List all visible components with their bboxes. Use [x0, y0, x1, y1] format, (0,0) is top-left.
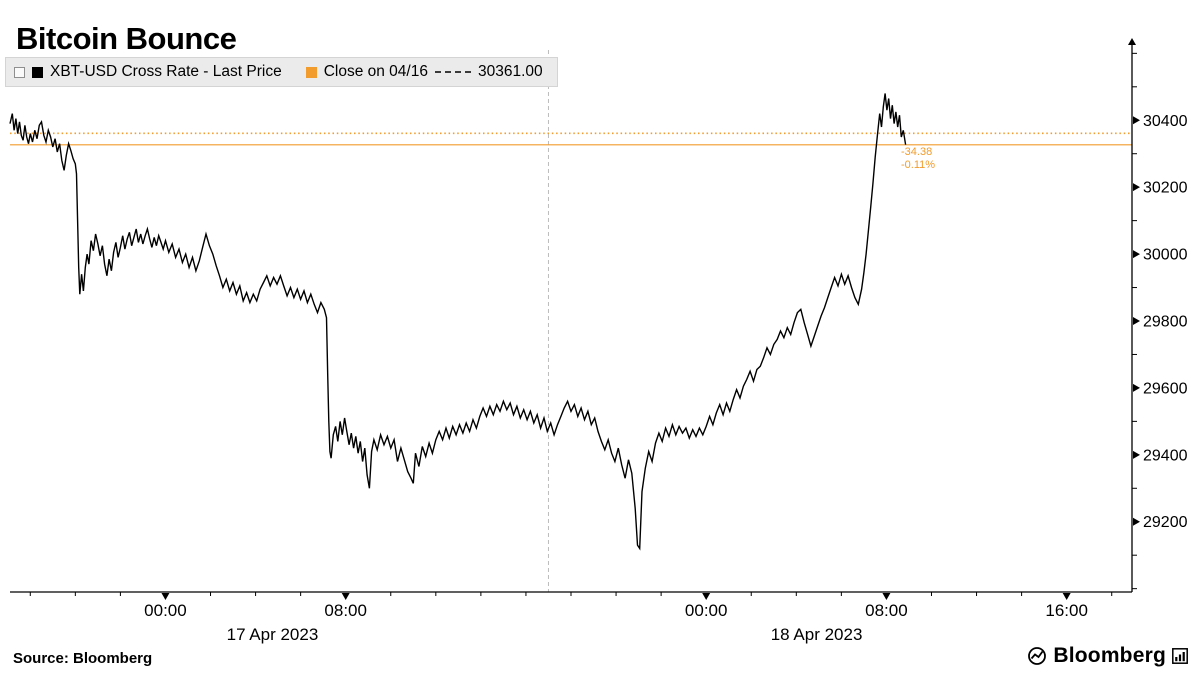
- series-swatch-black: [32, 66, 43, 78]
- y-tick-marker: [1133, 450, 1140, 459]
- y-tick-label: 29400: [1143, 447, 1188, 464]
- y-tick-label: 29800: [1143, 314, 1188, 331]
- legend-item-close-label[interactable]: Close on 04/16: [323, 63, 428, 80]
- y-tick-marker: [1133, 183, 1140, 192]
- chart-properties-icon[interactable]: [14, 66, 25, 78]
- x-tick-marker: [341, 593, 350, 600]
- y-tick-label: 29600: [1143, 380, 1188, 397]
- x-tick-marker: [1062, 593, 1071, 600]
- price-series-line: [9, 93, 907, 551]
- bloomberg-bars-icon: [1172, 648, 1188, 664]
- x-tick-label: 00:00: [685, 601, 728, 620]
- y-tick-marker: [1133, 383, 1140, 392]
- y-tick-marker: [1133, 317, 1140, 325]
- last-price-annotation: -34.38 -0.11%: [901, 146, 935, 172]
- y-tick-label: 30200: [1143, 180, 1188, 197]
- y-axis-top-arrow: [1128, 38, 1136, 45]
- last-price-pct: -0.11%: [901, 159, 936, 171]
- date-label: 18 Apr 2023: [771, 625, 863, 644]
- x-tick-label: 08:00: [865, 601, 908, 620]
- x-tick-label: 08:00: [324, 601, 367, 620]
- x-tick-label: 16:00: [1045, 601, 1088, 620]
- legend-item-close-value: 30361.00: [477, 63, 543, 80]
- y-tick-label: 29200: [1143, 514, 1188, 531]
- dashed-line-sample: [434, 71, 471, 73]
- source-credit: Source: Bloomberg: [13, 650, 153, 667]
- last-price-change: -34.38: [901, 146, 933, 158]
- y-tick-marker: [1133, 517, 1140, 526]
- date-label: 17 Apr 2023: [227, 625, 319, 644]
- bloomberg-wordmark: Bloomberg: [1053, 644, 1166, 667]
- legend-item-series[interactable]: XBT-USD Cross Rate - Last Price: [50, 63, 282, 80]
- x-tick-label: 00:00: [144, 601, 187, 620]
- x-tick-marker: [702, 593, 711, 600]
- x-tick-marker: [882, 593, 891, 600]
- y-tick-label: 30000: [1143, 247, 1188, 264]
- x-tick-marker: [161, 593, 170, 600]
- y-tick-label: 30400: [1143, 113, 1188, 130]
- y-tick-marker: [1133, 116, 1140, 125]
- page-title: Bitcoin Bounce: [16, 20, 237, 56]
- chart-legend: XBT-USD Cross Rate - Last Price Close on…: [5, 57, 558, 87]
- close-swatch-orange: [305, 66, 317, 78]
- y-tick-marker: [1133, 250, 1140, 259]
- bloomberg-chart-icon: [1028, 647, 1047, 665]
- bloomberg-logo: Bloomberg: [1027, 644, 1188, 668]
